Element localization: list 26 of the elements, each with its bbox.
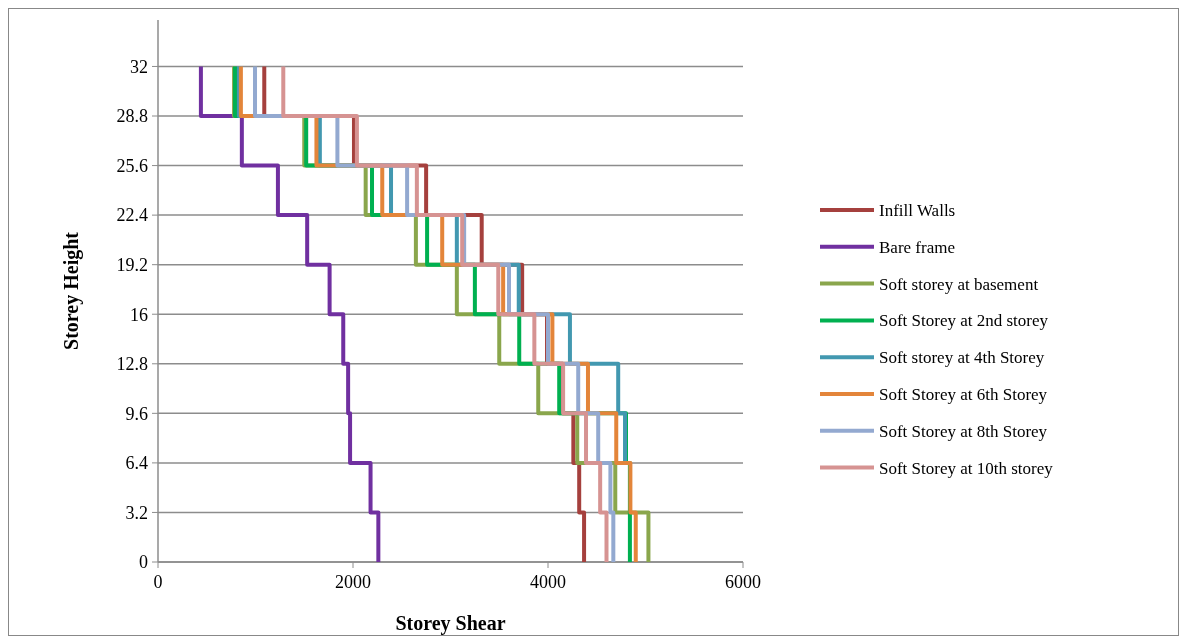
y-tick-label: 28.8 <box>116 106 148 127</box>
y-tick-label: 22.4 <box>116 205 148 226</box>
y-tick-label: 16 <box>130 304 148 325</box>
legend-label: Soft Storey at 8th Storey <box>879 421 1048 441</box>
legend-label: Soft storey at basement <box>879 274 1039 294</box>
y-tick-label: 12.8 <box>116 354 148 375</box>
y-tick-label: 32 <box>130 56 148 77</box>
x-tick-label: 2000 <box>335 572 371 592</box>
legend-label: Soft storey at 4th Storey <box>879 348 1045 368</box>
y-axis-title: Storey Height <box>60 231 83 350</box>
y-tick-label: 19.2 <box>116 254 148 275</box>
legend-label: Soft Storey at 6th Storey <box>879 384 1048 404</box>
legend-label: Soft Storey at 10th storey <box>879 458 1054 478</box>
x-tick-label: 4000 <box>530 572 566 592</box>
x-tick-label: 6000 <box>725 572 761 592</box>
legend-label: Bare frame <box>879 237 955 257</box>
y-tick-label: 3.2 <box>125 502 148 523</box>
legend-label: Infill Walls <box>879 200 956 220</box>
y-tick-label: 6.4 <box>125 453 148 474</box>
x-axis-title: Storey Shear <box>395 612 506 635</box>
y-tick-label: 9.6 <box>125 403 148 424</box>
x-tick-label: 0 <box>153 572 163 592</box>
y-tick-label: 25.6 <box>116 155 148 176</box>
y-tick-label: 0 <box>139 552 148 573</box>
legend-label: Soft Storey at 2nd storey <box>879 311 1049 331</box>
line-series <box>198 64 381 564</box>
